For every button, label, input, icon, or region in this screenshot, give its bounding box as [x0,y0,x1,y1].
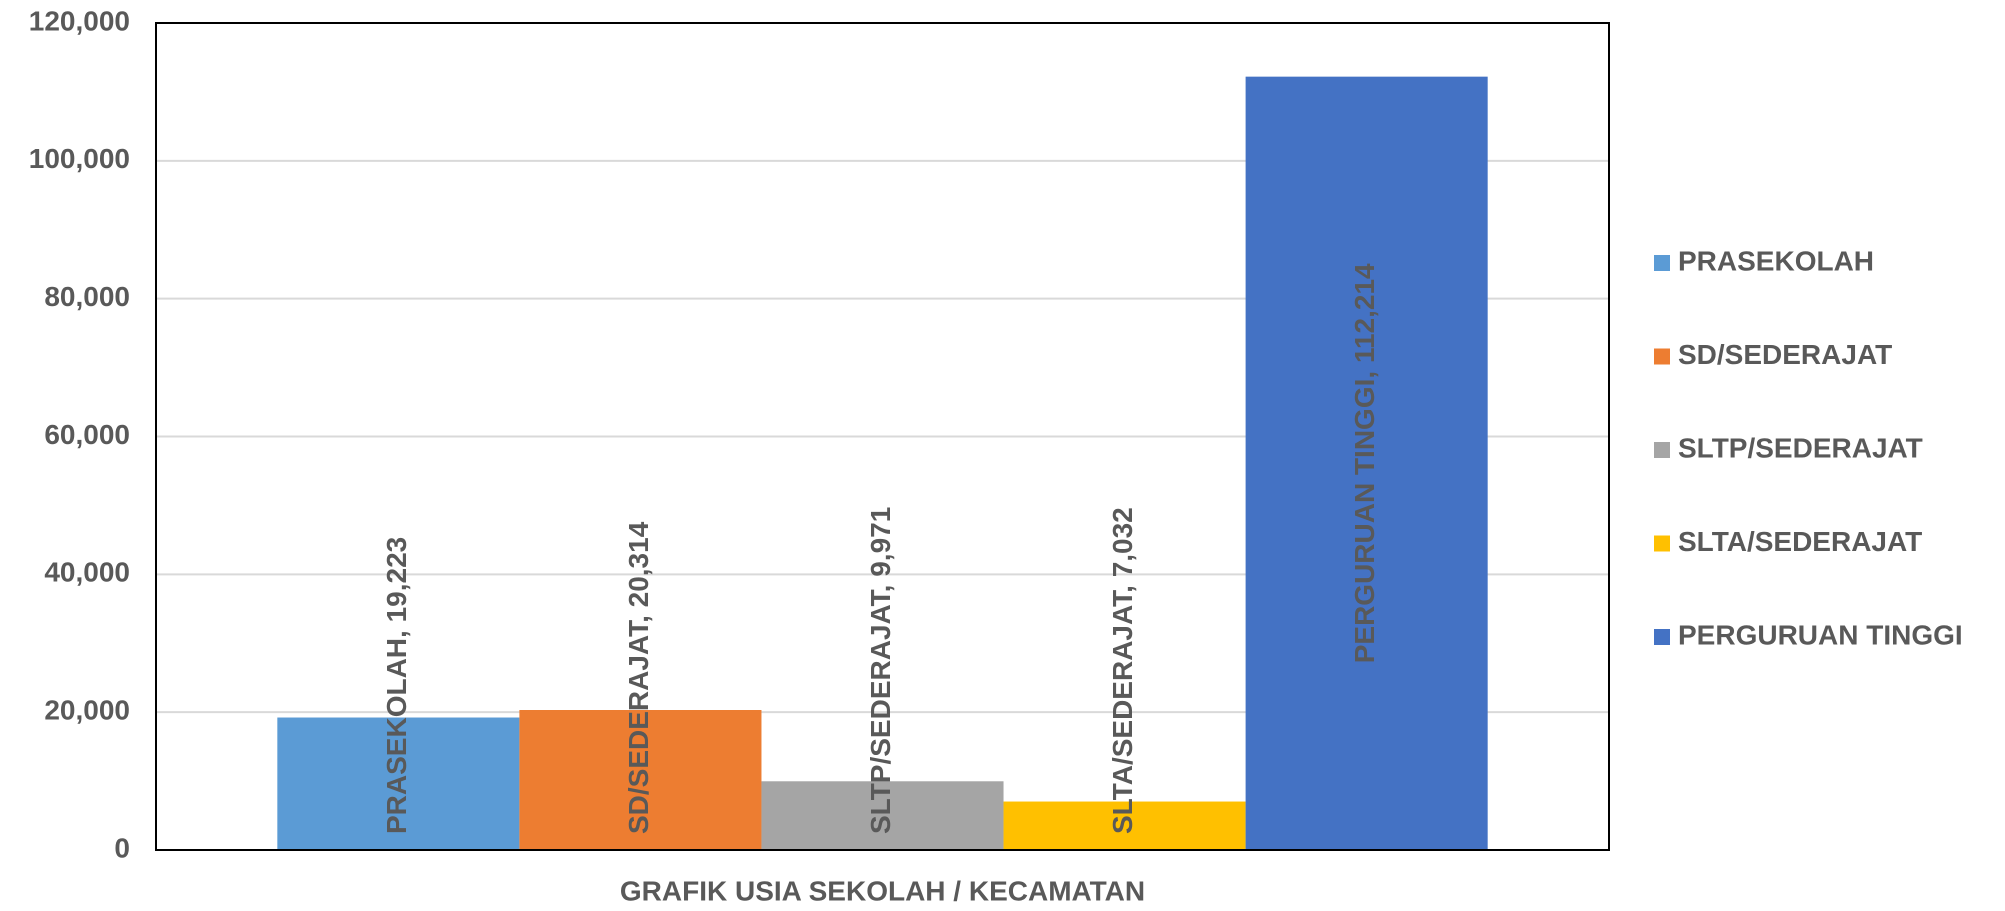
legend-label: SD/SEDERAJAT [1678,339,1892,370]
data-label: PERGURUAN TINGGI, 112,214 [1349,263,1380,663]
y-tick-label: 120,000 [29,5,130,36]
y-tick-label: 80,000 [44,281,130,312]
bar [761,781,1004,850]
bar [1245,76,1488,851]
y-tick-label: 60,000 [44,419,130,450]
legend-label: SLTP/SEDERAJAT [1678,432,1923,463]
y-tick-label: 0 [114,832,130,863]
legend-swatch [1654,535,1670,552]
bar [1003,801,1246,850]
y-tick-label: 100,000 [29,143,130,174]
data-label: PRASEKOLAH, 19,223 [381,537,412,834]
bar [277,717,520,850]
plot-border [155,22,1610,851]
labels: 0 20,000 40,000 60,000 80,000 100,000 120,000 G… [29,5,1963,906]
bars [277,76,1488,851]
legend-swatch [1654,255,1670,271]
legend-swatch [1654,348,1670,365]
legend-label: PRASEKOLAH [1678,245,1874,276]
x-category-label: GRAFIK USIA SEKOLAH / KECAMATAN [620,875,1145,906]
data-label: SD/SEDERAJAT, 20,314 [623,521,654,834]
data-label: SLTA/SEDERAJAT, 7,032 [1107,507,1138,834]
y-tick-label: 40,000 [44,557,130,588]
legend-label: SLTA/SEDERAJAT [1678,526,1922,557]
legend-swatch [1654,629,1670,645]
y-tick-label: 20,000 [44,695,130,726]
data-label: SLTP/SEDERAJAT, 9,971 [865,507,896,834]
bar [519,710,762,850]
legend-swatch [1654,442,1670,458]
legend-label: PERGURUAN TINGGI [1678,619,1963,650]
